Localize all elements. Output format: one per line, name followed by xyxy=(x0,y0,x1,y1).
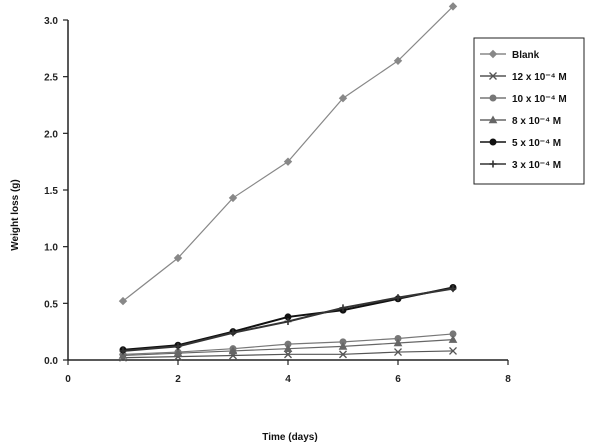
y-tick-label: 0.5 xyxy=(44,299,58,310)
y-tick-label: 2.5 xyxy=(44,73,58,84)
legend-marker xyxy=(489,94,497,102)
y-tick-label: 0.0 xyxy=(44,356,58,367)
legend-item: 8 x 10⁻⁴ M xyxy=(480,115,561,127)
axes xyxy=(67,20,508,361)
data-point xyxy=(118,296,128,306)
series-3 xyxy=(118,335,458,359)
data-point xyxy=(174,342,182,350)
data-point xyxy=(229,329,237,337)
x-tick-label: 0 xyxy=(65,374,71,385)
data-point xyxy=(449,346,457,355)
legend-item: 5 x 10⁻⁴ M xyxy=(480,138,561,149)
legend-box xyxy=(473,37,585,185)
data-point xyxy=(448,335,458,343)
series-line xyxy=(122,5,454,302)
y-tick-label: 2.0 xyxy=(44,129,58,140)
data-point xyxy=(173,253,183,263)
legend-item: 3 x 10⁻⁴ M xyxy=(480,160,561,171)
x-tick-label: 2 xyxy=(175,374,181,385)
x-tick-label: 4 xyxy=(285,374,291,385)
data-point xyxy=(449,285,457,293)
legend: Blank 12 x 10⁻⁴ M 10 x 10⁻⁴ M 8 x 10⁻⁴ M 5 x… xyxy=(473,37,585,185)
legend-marker xyxy=(489,72,497,80)
legend-marker xyxy=(488,49,498,59)
legend-marker xyxy=(489,138,497,146)
legend-item: Blank xyxy=(480,49,540,61)
data-point xyxy=(284,350,292,359)
data-point xyxy=(119,347,127,355)
legend-label: 10 x 10⁻⁴ M xyxy=(512,94,567,105)
legend-marker xyxy=(488,115,498,124)
x-tick-label: 6 xyxy=(395,374,401,385)
x-tick-group: 0 2 4 6 8 xyxy=(65,360,511,385)
y-axis-title: Weight loss (g) xyxy=(10,179,21,250)
y-tick-label: 3.0 xyxy=(44,16,58,27)
x-tick-label: 8 xyxy=(505,374,511,385)
data-point xyxy=(339,350,347,359)
legend-marker xyxy=(489,160,497,168)
y-tick-label: 1.0 xyxy=(44,243,58,254)
data-point xyxy=(283,344,293,352)
data-point xyxy=(393,338,403,347)
legend-item: 10 x 10⁻⁴ M xyxy=(480,94,567,105)
series-5 xyxy=(119,285,457,355)
y-tick-label: 1.5 xyxy=(44,186,58,197)
legend-label: 8 x 10⁻⁴ M xyxy=(512,116,561,127)
legend-label: 3 x 10⁻⁴ M xyxy=(512,160,561,171)
data-point xyxy=(338,93,348,103)
data-point xyxy=(394,294,402,302)
legend-item: 12 x 10⁻⁴ M xyxy=(480,72,567,83)
data-point xyxy=(118,350,128,359)
data-point xyxy=(393,56,403,66)
data-point xyxy=(394,348,402,357)
data-point xyxy=(339,304,347,312)
data-point xyxy=(338,341,348,350)
data-point xyxy=(284,317,292,325)
data-point xyxy=(283,157,293,166)
data-point xyxy=(448,2,458,11)
legend-label: Blank xyxy=(512,50,540,61)
x-axis-title: Time (days) xyxy=(262,432,317,443)
data-point xyxy=(173,348,183,357)
legend-label: 5 x 10⁻⁴ M xyxy=(512,138,561,149)
data-point xyxy=(228,193,238,203)
y-tick-group: 0.0 0.5 1.0 1.5 2.0 2.5 3.0 xyxy=(44,16,68,367)
legend-label: 12 x 10⁻⁴ M xyxy=(512,72,567,83)
series-layer xyxy=(118,2,458,362)
data-point xyxy=(228,346,238,355)
series-0 xyxy=(118,2,458,306)
